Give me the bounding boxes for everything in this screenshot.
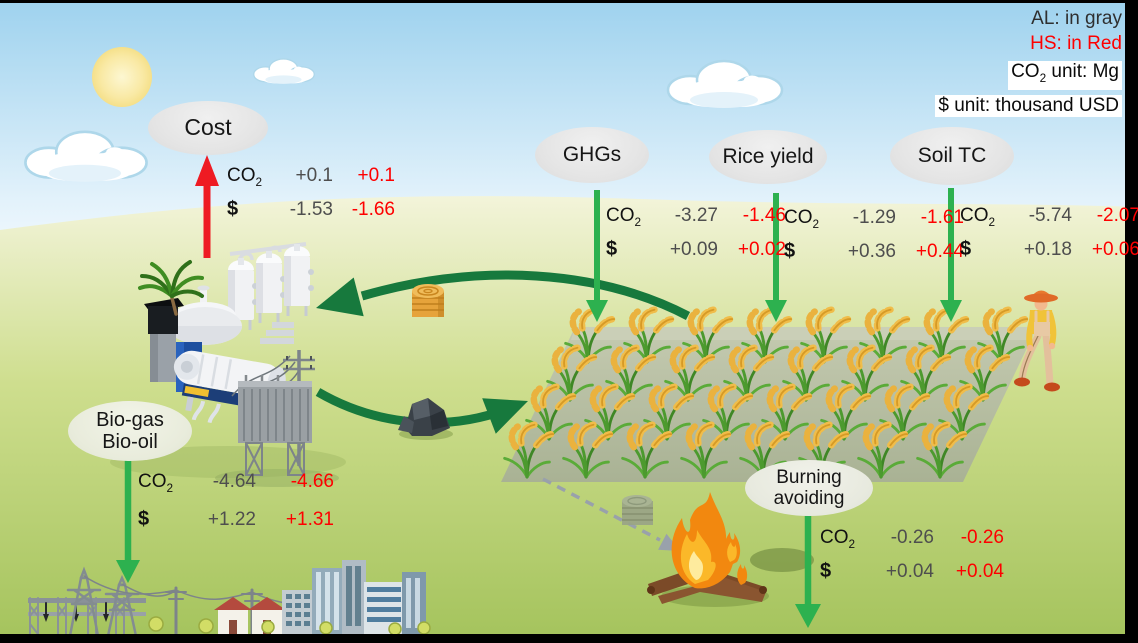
co2-label: CO2 [227, 165, 263, 189]
co2-label: CO2 [606, 205, 642, 229]
green-down-arrow-biogas [116, 459, 140, 583]
al-value: -4.64 [212, 471, 256, 492]
power-grid-city-illustration [28, 560, 431, 638]
usd-label: $ [820, 559, 832, 582]
al-value: +0.09 [669, 238, 718, 260]
al-value: -1.29 [852, 207, 896, 228]
soil-tc-label: Soil TC [917, 144, 987, 168]
sun-icon [92, 47, 152, 107]
co2-label: CO2 [820, 527, 856, 551]
biooil-label: Bio-oil [102, 431, 158, 453]
burning-avoiding-values: CO2 -0.26 -0.26 $ +0.04 +0.04 [820, 527, 1004, 583]
green-down-arrow-rice-yield [765, 193, 787, 322]
cost-values: CO2 +0.1 +0.1 $ -1.53 -1.66 [227, 165, 395, 221]
hs-value: +1.31 [285, 508, 334, 530]
faded-straw-bale-icon [622, 495, 653, 525]
al-value: +0.36 [847, 240, 896, 262]
hs-value: +0.06 [1091, 238, 1138, 260]
rice-yield-label: Rice yield [722, 145, 814, 169]
farmer-illustration [1014, 290, 1060, 392]
usd-label: $ [784, 239, 796, 262]
al-value: -1.53 [289, 198, 333, 220]
biogas-biooil-values: CO2 -4.64 -4.66 $ +1.22 +1.31 [138, 471, 334, 531]
biogas-biooil-bubble: Bio-gas Bio-oil [68, 401, 192, 461]
legend: AL: in gray HS: in Red CO2 unit: Mg $ un… [935, 6, 1122, 118]
biogas-label: Bio-gas [96, 408, 164, 431]
burning-label-line1: Burning [776, 466, 842, 488]
al-value: -3.27 [674, 205, 718, 226]
usd-label: $ [960, 237, 972, 260]
co2-label: CO2 [138, 471, 174, 495]
red-up-arrow-cost [195, 155, 219, 258]
hs-value: -0.26 [960, 527, 1004, 548]
hs-value: +0.1 [357, 165, 395, 186]
hs-value: -1.61 [920, 207, 964, 228]
legend-co2-unit: CO2 unit: Mg [935, 59, 1122, 90]
green-down-arrow-soil-tc [940, 188, 962, 322]
rice-yield-bubble: Rice yield [709, 130, 827, 184]
co2-label: CO2 [960, 205, 996, 229]
legend-hs: HS: in Red [1030, 33, 1122, 54]
burning-avoiding-bubble: Burning avoiding [745, 460, 873, 516]
biochar-icon [398, 398, 453, 440]
hs-value: -2.07 [1096, 205, 1138, 226]
co2-label: CO2 [784, 207, 820, 231]
cost-bubble: Cost [148, 101, 268, 155]
al-value: +0.18 [1023, 238, 1072, 260]
hs-value: +0.02 [737, 238, 786, 260]
hs-value: -1.46 [742, 205, 786, 226]
legend-al: AL: in gray [1031, 8, 1122, 29]
transformer-illustration [215, 350, 339, 487]
usd-label: $ [138, 507, 150, 530]
burning-label-line2: avoiding [773, 488, 845, 509]
hs-value: -1.66 [351, 198, 395, 220]
legend-usd-unit: $ unit: thousand USD [935, 93, 1122, 118]
recycle-arc-top [316, 270, 691, 320]
soil-tc-values: CO2 -5.74 -2.07 $ +0.18 +0.06 [960, 205, 1138, 261]
hs-value: +0.44 [915, 240, 964, 262]
green-down-arrow-burning [795, 516, 821, 628]
al-value: +1.22 [207, 508, 256, 530]
usd-label: $ [227, 197, 239, 220]
cost-label: Cost [184, 114, 232, 141]
al-value: +0.04 [885, 560, 934, 582]
hs-value: -4.66 [290, 471, 334, 492]
al-value: +0.1 [295, 165, 333, 186]
usd-label: $ [606, 237, 618, 260]
fire-illustration [647, 492, 814, 607]
straw-bale-icon [412, 284, 444, 317]
hs-value: +0.04 [955, 560, 1004, 582]
ghgs-bubble: GHGs [535, 127, 649, 183]
ghgs-values: CO2 -3.27 -1.46 $ +0.09 +0.02 [606, 205, 786, 261]
green-down-arrow-ghgs [586, 190, 608, 322]
al-value: -0.26 [890, 527, 934, 548]
soil-tc-bubble: Soil TC [890, 127, 1014, 185]
ghgs-label: GHGs [562, 143, 622, 167]
rice-yield-values: CO2 -1.29 -1.61 $ +0.36 +0.44 [784, 207, 964, 263]
al-value: -5.74 [1028, 205, 1072, 226]
